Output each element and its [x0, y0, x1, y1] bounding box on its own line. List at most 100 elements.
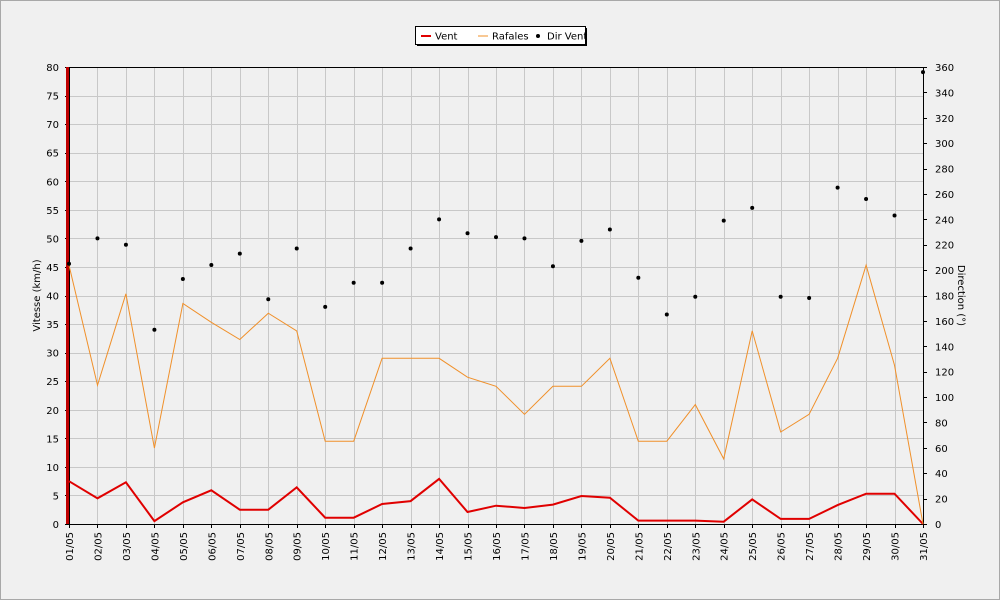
x-tick-label: 13/05 [407, 532, 418, 561]
y2-tick-label: 340 [935, 88, 954, 99]
data-point-dir-vent [864, 197, 869, 202]
x-tick-label: 22/05 [663, 532, 674, 561]
data-point-dir-vent [266, 297, 271, 302]
y2-tick-label: 360 [935, 63, 954, 74]
y2-tick-label: 100 [935, 393, 954, 404]
x-tick-label: 01/05 [65, 532, 76, 561]
x-tick-label: 06/05 [207, 532, 218, 561]
x-tick-label: 24/05 [720, 532, 731, 561]
x-tick-label: 27/05 [805, 532, 816, 561]
legend-label: Rafales [492, 32, 529, 43]
x-tick-label: 25/05 [748, 532, 759, 561]
y2-tick-label: 160 [935, 317, 954, 328]
y2-tick-label: 300 [935, 139, 954, 150]
y-axis-title: Vitesse (km/h) [32, 259, 43, 331]
data-point-dir-vent [437, 217, 442, 222]
cursor-line [66, 67, 69, 524]
y2-tick-label: 40 [935, 469, 948, 480]
data-point-dir-vent [921, 70, 925, 75]
y2-tick-label: 120 [935, 368, 954, 379]
data-point-dir-vent [209, 263, 214, 268]
data-point-dir-vent [95, 236, 100, 241]
y2-tick-label: 220 [935, 241, 954, 252]
data-point-dir-vent [607, 227, 612, 232]
x-tick-label: 11/05 [350, 532, 361, 561]
data-point-dir-vent [693, 294, 698, 299]
legend: Vent Rafales Dir Vent [415, 26, 587, 46]
y2-tick-label: 260 [935, 190, 954, 201]
x-tick-label: 20/05 [606, 532, 617, 561]
y-tick-label: 60 [46, 177, 59, 188]
data-point-dir-vent [408, 246, 413, 251]
x-tick-label: 15/05 [464, 532, 475, 561]
data-point-dir-vent [750, 205, 755, 210]
y-tick-label: 20 [46, 406, 59, 417]
y-tick-label: 5 [53, 491, 59, 502]
y-tick-label: 25 [46, 377, 59, 388]
series-line-rafales [68, 263, 924, 525]
legend-box [415, 26, 586, 45]
data-point-dir-vent [550, 264, 555, 269]
y2-tick-label: 240 [935, 215, 954, 226]
data-point-dir-vent [721, 218, 726, 223]
x-tick-label: 19/05 [577, 532, 588, 561]
x-tick-label: 04/05 [150, 532, 161, 561]
plot-area: 0 5 10 15 20 25 30 35 40 45 50 55 60 65 70 75 80 0 20 40 60 8… [32, 63, 966, 561]
legend-swatch-dir-vent [536, 34, 540, 38]
data-point-dir-vent [807, 296, 812, 301]
x-tick-label: 09/05 [293, 532, 304, 561]
x-tick-label: 10/05 [321, 532, 332, 561]
data-point-dir-vent [778, 294, 783, 299]
data-point-dir-vent [351, 280, 356, 285]
y2-tick-label: 140 [935, 342, 954, 353]
x-tick-label: 08/05 [264, 532, 275, 561]
y2-tick-label: 200 [935, 266, 954, 277]
x-tick-label: 21/05 [634, 532, 645, 561]
data-point-dir-vent [835, 185, 840, 190]
y2-tick-label: 180 [935, 292, 954, 303]
data-point-dir-vent [522, 236, 527, 241]
legend-label: Dir Vent [547, 32, 587, 43]
y-tick-label: 45 [46, 263, 59, 274]
data-point-dir-vent [664, 312, 669, 317]
y-tick-label: 35 [46, 320, 59, 331]
y-tick-label: 75 [46, 92, 59, 103]
data-point-dir-vent [67, 261, 71, 266]
x-tick-label: 16/05 [492, 532, 503, 561]
y-tick-label: 80 [46, 63, 59, 74]
y2-tick-label: 60 [935, 444, 948, 455]
y-tick-label: 70 [46, 120, 59, 131]
x-tick-label: 30/05 [891, 532, 902, 561]
data-point-dir-vent [494, 235, 498, 240]
x-tick-label: 05/05 [179, 532, 190, 561]
y-tick-label: 65 [46, 149, 59, 160]
data-point-dir-vent [636, 275, 641, 280]
x-tick-label: 17/05 [520, 532, 531, 561]
y2-tick-label: 280 [935, 165, 954, 176]
y2-tick-label: 20 [935, 495, 948, 506]
y-tick-label: 50 [46, 234, 59, 245]
y-tick-label: 10 [46, 463, 59, 474]
data-point-dir-vent [892, 213, 897, 218]
x-tick-label: 31/05 [919, 532, 930, 561]
x-tick-label: 18/05 [549, 532, 560, 561]
x-tick-label: 03/05 [122, 532, 133, 561]
y2-tick-label: 0 [935, 520, 941, 531]
x-tick-label: 14/05 [435, 532, 446, 561]
y-tick-label: 55 [46, 206, 59, 217]
y2-tick-label: 80 [935, 418, 948, 429]
y2-axis-title: Direction (°) [955, 265, 966, 326]
x-tick-label: 23/05 [691, 532, 702, 561]
x-tick-label: 07/05 [236, 532, 247, 561]
x-tick-label: 02/05 [93, 532, 104, 561]
legend-label: Vent [435, 32, 458, 43]
x-tick-label: 12/05 [378, 532, 389, 561]
y2-tick-label: 320 [935, 114, 954, 125]
x-tick-label: 29/05 [862, 532, 873, 561]
data-point-dir-vent [323, 304, 328, 309]
data-point-dir-vent [380, 280, 385, 285]
data-point-dir-vent [579, 238, 584, 243]
y-tick-label: 40 [46, 292, 59, 303]
data-point-dir-vent [180, 276, 185, 281]
